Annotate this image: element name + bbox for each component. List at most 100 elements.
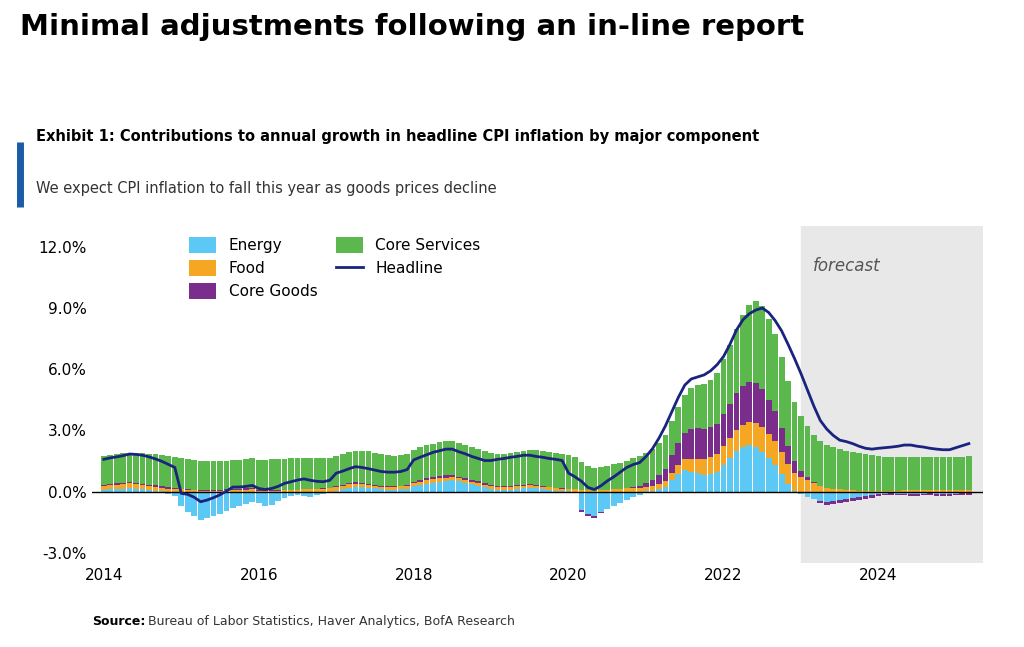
Bar <box>921 457 927 490</box>
Bar <box>488 490 494 492</box>
Bar <box>495 487 501 490</box>
Bar <box>469 480 475 482</box>
Bar <box>385 490 391 492</box>
Bar <box>721 465 726 492</box>
Bar <box>862 492 868 496</box>
Bar <box>889 493 894 494</box>
Bar <box>191 460 197 490</box>
Bar <box>934 490 939 492</box>
Bar <box>178 492 184 506</box>
Bar <box>778 452 784 474</box>
Bar <box>146 486 152 490</box>
Bar <box>921 490 927 492</box>
Bar <box>256 492 261 503</box>
Bar <box>262 460 268 490</box>
Text: Exhibit 1: Contributions to annual growth in headline CPI inflation by major com: Exhibit 1: Contributions to annual growt… <box>36 129 759 144</box>
Bar <box>469 482 475 485</box>
Bar <box>514 485 520 487</box>
Bar <box>262 492 268 506</box>
Bar <box>450 480 456 492</box>
Bar <box>579 461 585 490</box>
Bar <box>108 484 113 485</box>
Bar <box>327 458 333 488</box>
Bar <box>159 488 165 491</box>
Bar <box>682 395 688 433</box>
Bar <box>882 457 888 490</box>
Bar <box>553 488 558 490</box>
Bar <box>527 488 532 492</box>
Bar <box>211 461 216 490</box>
Bar <box>798 416 804 471</box>
Bar <box>430 483 436 492</box>
Bar <box>792 472 798 490</box>
Bar <box>268 490 274 492</box>
Bar <box>450 477 456 480</box>
Bar <box>443 441 449 476</box>
Bar <box>611 464 616 489</box>
Bar <box>372 485 378 486</box>
Bar <box>139 489 145 492</box>
Bar <box>946 492 952 494</box>
Bar <box>946 494 952 496</box>
Bar <box>837 490 843 492</box>
Bar <box>959 490 966 492</box>
Bar <box>895 494 901 495</box>
Bar <box>869 455 874 490</box>
Bar <box>237 459 243 488</box>
Bar <box>914 457 921 490</box>
Bar <box>417 481 423 485</box>
Bar <box>424 478 429 480</box>
Bar <box>237 492 243 506</box>
Bar <box>746 422 753 444</box>
Bar <box>520 485 526 486</box>
Bar <box>830 492 837 501</box>
Bar <box>663 481 669 487</box>
Bar <box>108 455 113 484</box>
Bar <box>837 449 843 490</box>
Bar <box>481 487 487 492</box>
Bar <box>359 485 365 487</box>
Bar <box>753 302 759 382</box>
Bar <box>514 487 520 489</box>
Bar <box>488 487 494 490</box>
Bar <box>869 490 874 492</box>
Bar <box>785 484 791 492</box>
Bar <box>559 454 565 488</box>
Bar <box>921 492 927 494</box>
Bar <box>663 468 669 481</box>
Bar <box>592 490 597 492</box>
Bar <box>501 487 507 490</box>
Bar <box>946 457 952 490</box>
Bar <box>463 480 468 483</box>
Bar <box>927 492 933 493</box>
Bar <box>746 305 753 382</box>
Bar <box>811 492 817 499</box>
Bar <box>223 461 229 489</box>
Text: Source:: Source: <box>92 615 145 628</box>
Bar <box>604 466 610 490</box>
Bar <box>778 474 784 492</box>
Bar <box>204 490 210 492</box>
Bar <box>501 454 507 487</box>
Bar <box>184 492 190 512</box>
Bar <box>288 459 294 490</box>
Bar <box>333 487 339 490</box>
Bar <box>411 487 417 492</box>
Bar <box>178 488 184 490</box>
Bar <box>682 470 688 492</box>
Bar <box>889 457 894 490</box>
Bar <box>282 492 288 498</box>
Bar <box>843 492 849 499</box>
Bar <box>153 485 159 487</box>
Bar <box>321 488 327 492</box>
Bar <box>352 484 358 487</box>
Bar <box>908 494 913 496</box>
Bar <box>534 486 540 488</box>
Bar <box>475 486 481 492</box>
Bar <box>572 489 578 492</box>
Bar <box>778 428 784 452</box>
Bar <box>862 454 868 490</box>
Bar <box>191 490 197 492</box>
Bar <box>850 452 856 490</box>
Bar <box>108 490 113 492</box>
